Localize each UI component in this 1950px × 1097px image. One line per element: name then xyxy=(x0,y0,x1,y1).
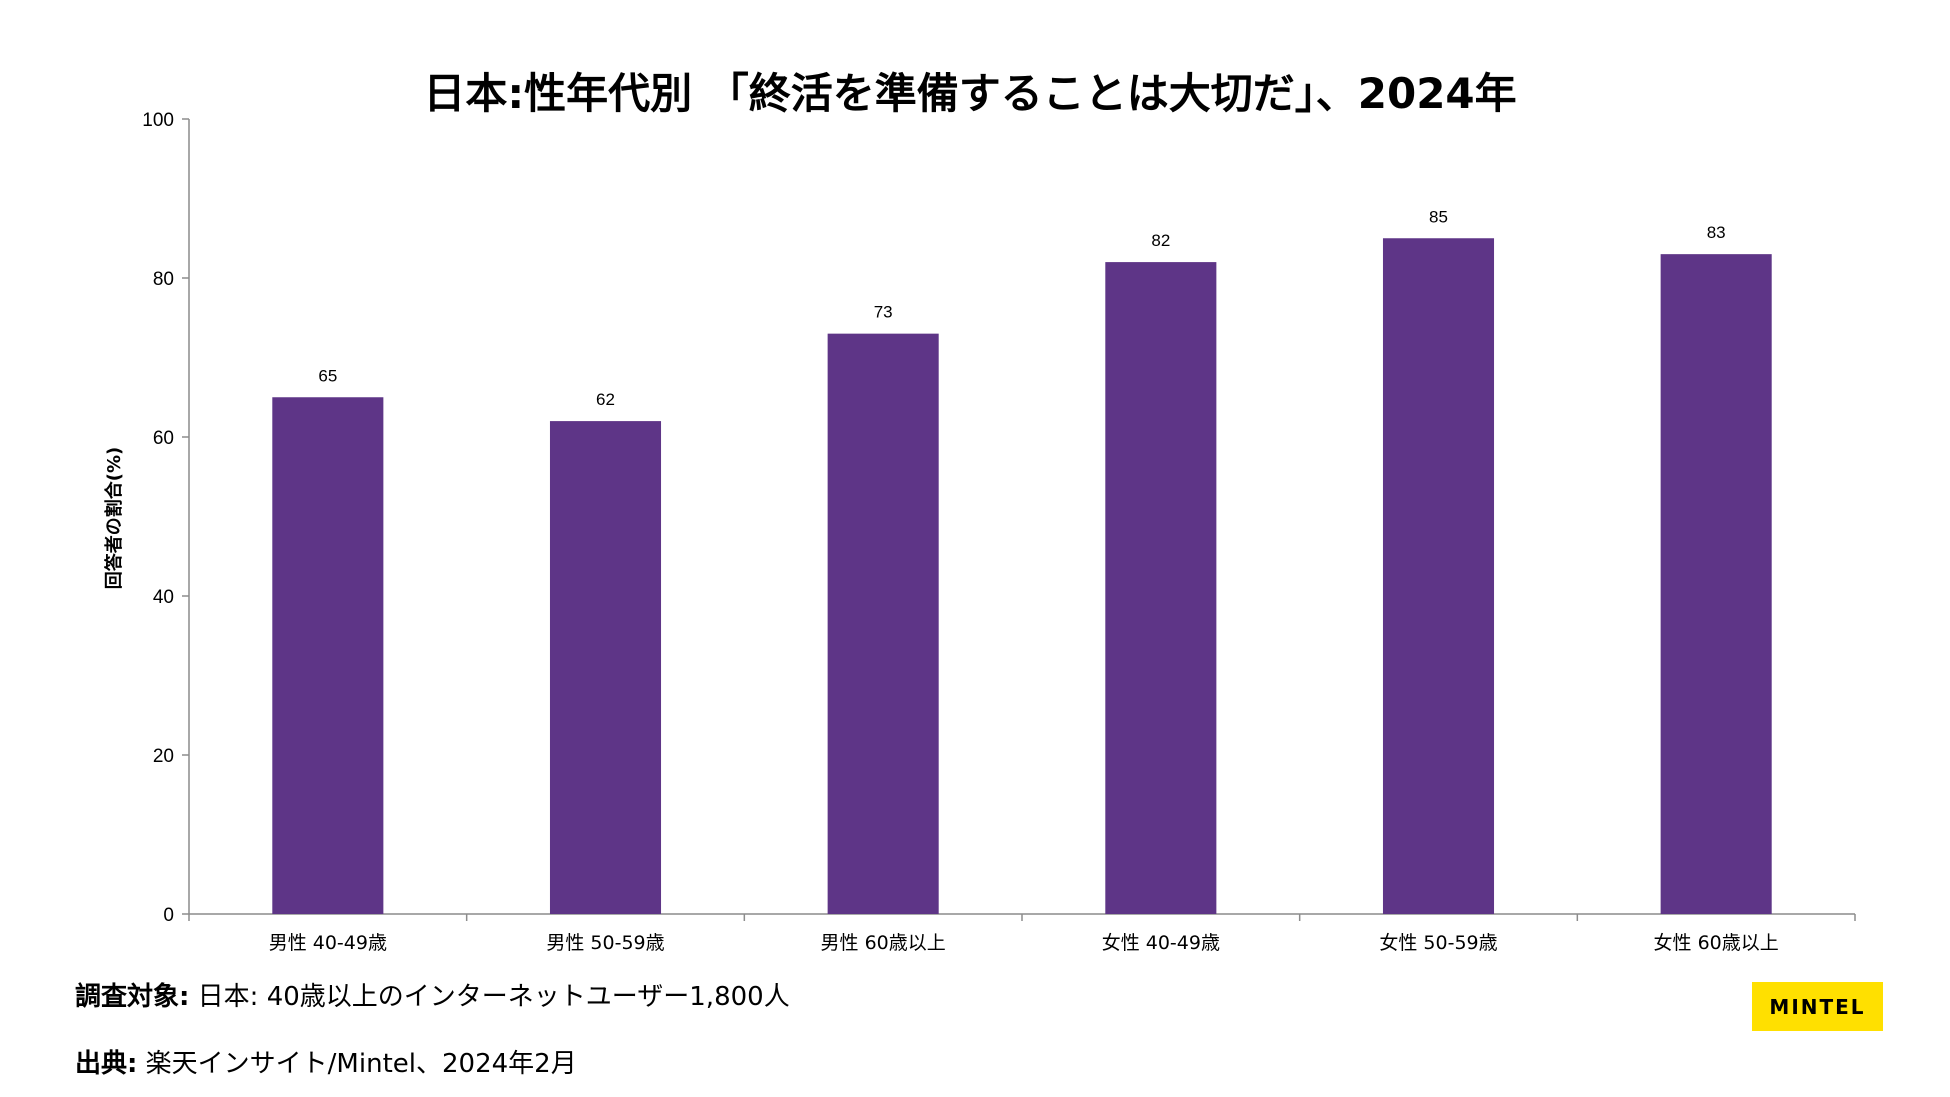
survey-label: 調査対象: xyxy=(75,982,190,1012)
bar-value-label: 65 xyxy=(318,366,337,385)
survey-footnote: 調査対象: 日本: 40歳以上のインターネットユーザー1,800人 xyxy=(75,976,790,1013)
x-category-label: 女性 60歳以上 xyxy=(1654,932,1779,954)
x-category-label: 男性 50-59歳 xyxy=(546,932,664,954)
bar xyxy=(1660,254,1772,914)
bar-value-label: 73 xyxy=(874,303,893,322)
y-tick-label: 20 xyxy=(153,746,174,767)
x-category-label: 男性 40-49歳 xyxy=(269,932,387,954)
x-category-label: 男性 60歳以上 xyxy=(821,932,946,954)
y-axis: 0 20 40 60 80 100 xyxy=(142,110,190,926)
y-tick-label: 100 xyxy=(142,110,174,131)
bar xyxy=(549,421,662,914)
x-category-label: 女性 40-49歳 xyxy=(1102,932,1220,954)
x-category-label: 女性 50-59歳 xyxy=(1379,932,1497,954)
y-tick-label: 80 xyxy=(153,269,174,290)
bar-value-label: 62 xyxy=(596,390,615,409)
source-text: 楽天インサイト/Mintel、2024年2月 xyxy=(145,1049,577,1079)
y-axis-title: 回答者の割合(%) xyxy=(103,447,125,590)
bar xyxy=(827,333,939,914)
y-tick-label: 40 xyxy=(153,587,174,608)
source-label: 出典: xyxy=(75,1049,138,1079)
bar-value-label: 82 xyxy=(1151,231,1170,250)
source-footnote: 出典: 楽天インサイト/Mintel、2024年2月 xyxy=(75,1043,577,1080)
survey-text: 日本: 40歳以上のインターネットユーザー1,800人 xyxy=(197,982,790,1012)
y-tick-label: 60 xyxy=(153,428,174,449)
y-tick-label: 0 xyxy=(163,905,174,926)
bar-value-label: 83 xyxy=(1707,223,1726,242)
bar xyxy=(1382,238,1495,914)
bar xyxy=(1105,262,1217,915)
data-labels: 65 62 73 82 85 83 xyxy=(318,207,1725,409)
mintel-logo: MINTEL xyxy=(1752,982,1883,1031)
bar-value-label: 85 xyxy=(1429,207,1448,226)
chart-title: 日本:性年代別 「終活を準備することは大切だ」、2024年 xyxy=(423,69,1516,118)
bar xyxy=(272,397,384,914)
bars xyxy=(272,238,1772,915)
x-axis: 男性 40-49歳 男性 50-59歳 男性 60歳以上 女性 40-49歳 女性 50… xyxy=(188,913,1856,954)
